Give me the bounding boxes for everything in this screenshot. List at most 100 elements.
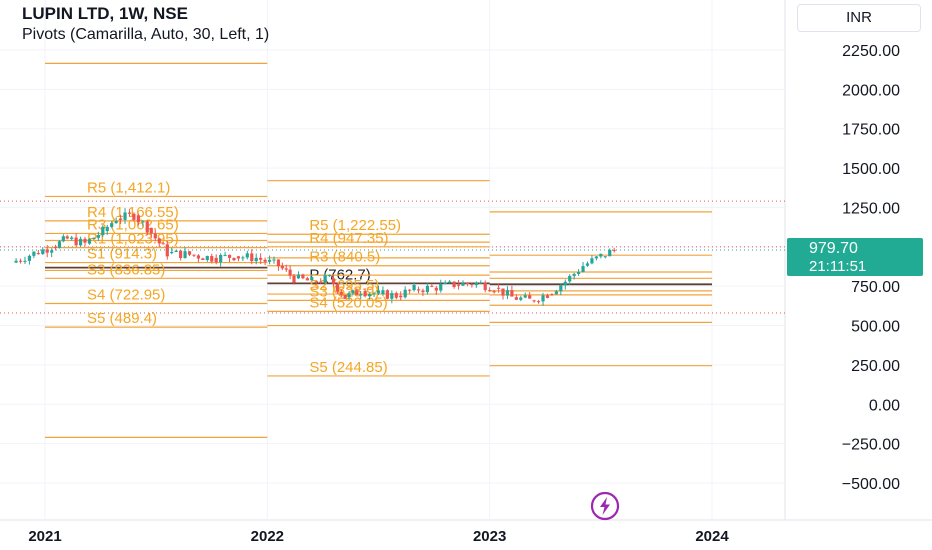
y-tick-label: 1250.00	[842, 200, 900, 217]
candle-body	[430, 285, 434, 287]
candle-body	[559, 285, 563, 292]
candle-body	[514, 297, 518, 300]
candle-body	[425, 285, 430, 293]
candle-body	[141, 221, 145, 223]
candle-body	[259, 257, 263, 260]
candle-body	[368, 293, 372, 297]
candle-body	[599, 253, 603, 257]
y-tick-label: 250.00	[851, 358, 900, 375]
candle-body	[101, 226, 105, 236]
pivot-label-r3b: R3 (840.5)	[309, 249, 380, 266]
y-tick-label: 500.00	[851, 319, 900, 336]
candle-body	[545, 295, 550, 298]
candle-body	[323, 275, 327, 283]
candle-body	[210, 256, 214, 262]
y-axis-labels: 2250.002000.001750.001500.001250.001000.…	[842, 43, 900, 493]
currency-button[interactable]: INR	[797, 4, 921, 32]
candle-body	[421, 290, 425, 293]
candle-body	[179, 250, 183, 259]
x-tick-label: 2023	[473, 528, 506, 545]
candle-body	[78, 238, 83, 246]
candle-body	[355, 290, 359, 296]
candle-body	[339, 291, 343, 295]
pivot-label-s6: S5 (244.85)	[309, 359, 387, 376]
candle-body	[87, 239, 92, 244]
candle-body	[296, 274, 301, 279]
candle-body	[363, 290, 367, 297]
x-axis-labels: 2021 2022 2023 2024	[28, 528, 729, 545]
candle-body	[390, 293, 394, 299]
candle-body	[568, 275, 572, 282]
candle-body	[223, 254, 227, 256]
candle-body	[61, 236, 65, 242]
candle-body	[23, 260, 27, 262]
candle-body	[170, 251, 174, 254]
candle-body	[554, 291, 558, 295]
candle-body	[280, 265, 284, 269]
candle-body	[327, 275, 332, 277]
candle-body	[510, 290, 514, 297]
candle-body	[245, 253, 249, 258]
candle-body	[572, 273, 576, 276]
candle-body	[505, 290, 510, 296]
candle-body	[187, 251, 192, 255]
last-price-tag: 979.70 21:11:51	[787, 238, 923, 276]
candle-body	[263, 259, 267, 262]
candle-body	[448, 281, 452, 283]
candle-body	[153, 233, 157, 239]
candle-body	[351, 290, 355, 294]
candle-body	[132, 213, 136, 220]
candle-body	[581, 266, 585, 272]
pivot-label-s1: S1 (914.3)	[87, 246, 157, 263]
y-tick-label: 0.00	[869, 397, 900, 414]
candle-body	[236, 256, 241, 259]
indicator-legend[interactable]: Pivots (Camarilla, Auto, 30, Left, 1)	[22, 26, 270, 43]
x-tick-label: 2021	[28, 528, 61, 545]
candle-body	[149, 227, 153, 234]
candle-body	[412, 284, 416, 291]
candle-body	[114, 220, 118, 224]
candle-body	[443, 282, 447, 285]
candle-body	[496, 287, 501, 289]
lightning-bolt-icon[interactable]	[590, 491, 620, 521]
pivot-label-r5: R5 (1,412.1)	[87, 179, 170, 196]
candle-body	[276, 259, 281, 267]
pivot-label-s3: S3 (836.85)	[87, 261, 165, 278]
candle-body	[594, 256, 598, 259]
candle-body	[201, 258, 205, 261]
candles	[0, 208, 785, 306]
candle-body	[118, 218, 123, 220]
candle-body	[292, 275, 296, 283]
y-tick-label: 1500.00	[842, 161, 900, 178]
candle-body	[127, 212, 132, 214]
pivot-label-s3: S3 (628.9)	[309, 283, 379, 300]
candle-body	[590, 258, 594, 264]
pivot-levels: R5 (1,412.1)R4 (1,166.55)R3 (1,062.65)R1…	[45, 62, 712, 438]
pivot-label-s5: S5 (489.4)	[87, 310, 157, 327]
candle-body	[372, 293, 376, 295]
candle-body	[174, 250, 178, 252]
candle-body	[519, 297, 523, 300]
candle-body	[347, 293, 351, 298]
y-tick-label: −500.00	[842, 476, 900, 493]
last-price-value: 979.70	[809, 240, 858, 257]
candle-body	[376, 290, 381, 294]
candle-body	[123, 212, 127, 220]
candle-body	[331, 278, 336, 284]
candle-body	[92, 237, 96, 240]
candle-body	[241, 257, 245, 259]
candle-body	[105, 226, 109, 232]
y-tick-label: −250.00	[842, 437, 900, 454]
candle-body	[501, 288, 505, 296]
candle-body	[585, 263, 590, 266]
candle-body	[70, 237, 74, 239]
x-tick-label: 2022	[251, 528, 284, 545]
candle-body	[532, 300, 536, 302]
candle-body	[399, 295, 403, 298]
candle-body	[157, 238, 161, 244]
candle-body	[381, 290, 385, 295]
candle-body	[310, 277, 314, 281]
candle-body	[232, 257, 236, 261]
candle-body	[608, 249, 612, 257]
pivot-label-r4: R4 (1,166.55)	[87, 204, 179, 221]
